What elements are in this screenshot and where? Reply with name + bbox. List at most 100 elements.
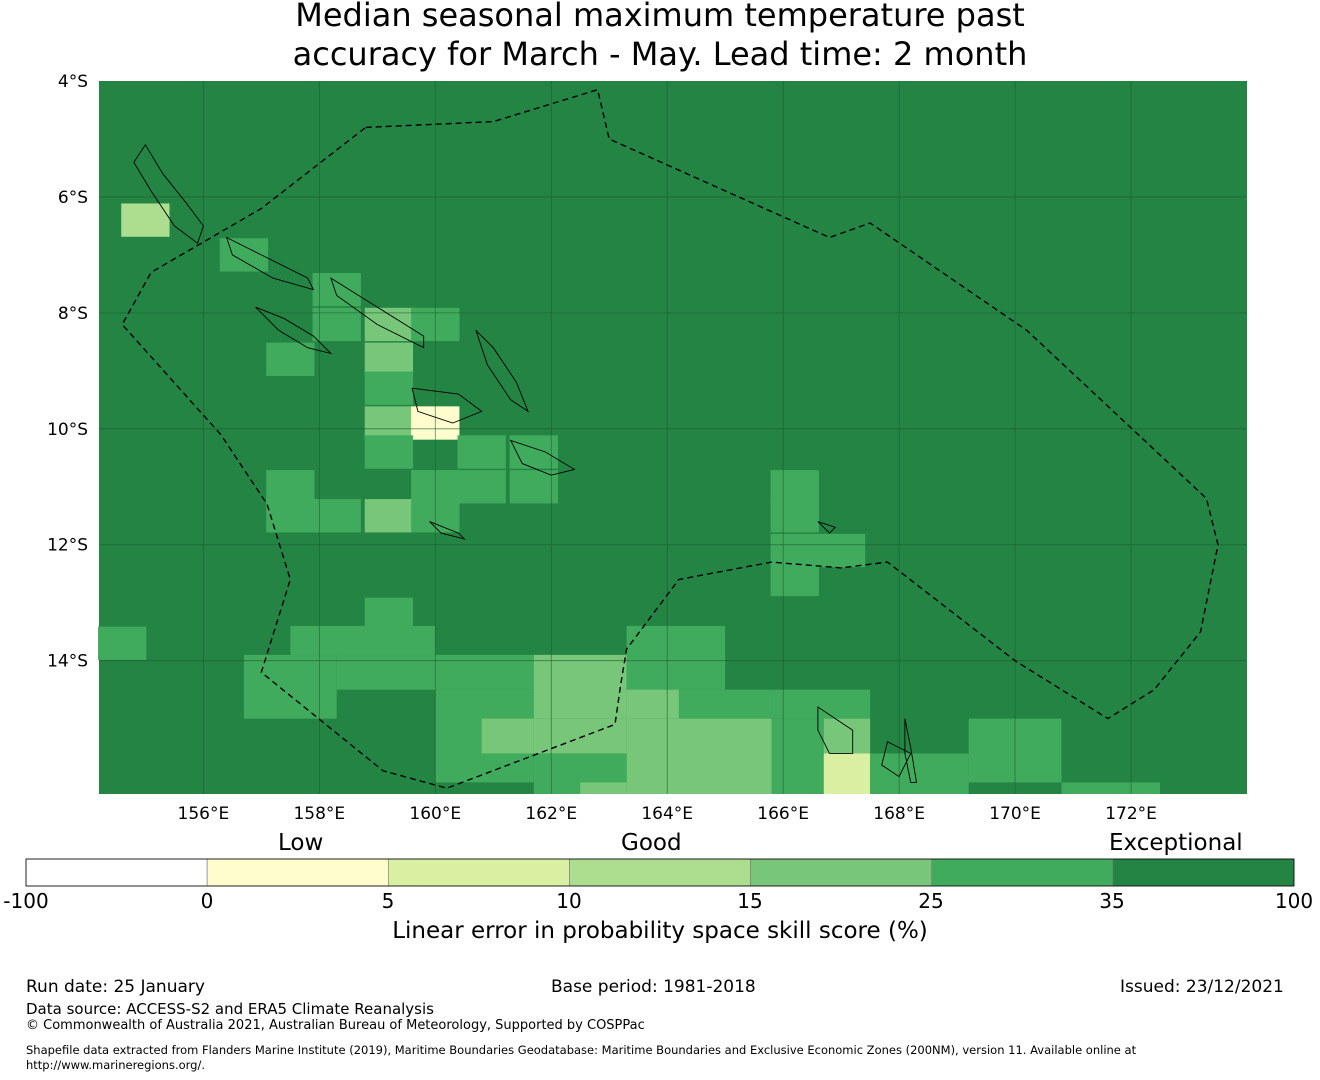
skill-region [626, 625, 726, 690]
longitude-labels: 156°E 158°E 160°E 162°E 164°E 166°E 168°E 170°E… [178, 804, 1157, 824]
colorbar-tick: -100 [3, 889, 49, 913]
map-title: Median seasonal maximum temperature past… [0, 0, 1320, 74]
colorbar-word-exceptional: Exceptional [1109, 830, 1243, 856]
island-outline [133, 143, 204, 245]
skill-cell [770, 499, 819, 533]
colorbar-word-good: Good [621, 830, 682, 856]
skill-region [580, 782, 627, 794]
latitude-label: 10°S [47, 420, 88, 440]
latitude-label: 6°S [58, 188, 88, 208]
skill-cell [364, 342, 414, 376]
skill-region [533, 718, 627, 754]
colorbar-segment [206, 858, 389, 887]
skill-cell [121, 203, 170, 237]
latitude-labels: 4°S 6°S 8°S 10°S 12°S 14°S [47, 72, 88, 672]
latitude-label: 12°S [47, 536, 88, 556]
island-outline [411, 387, 483, 424]
colorbar-label: Linear error in probability space skill … [392, 918, 928, 944]
skill-cell [266, 470, 315, 504]
island-outline [255, 306, 333, 355]
skill-cell [816, 533, 866, 568]
skill-region [771, 718, 824, 794]
copyright-notice: © Commonwealth of Australia 2021, Austra… [26, 1018, 645, 1033]
island-outline [225, 236, 315, 291]
skill-region [243, 654, 337, 719]
island-outline [817, 706, 854, 754]
skill-cell [770, 533, 819, 568]
skill-region [870, 753, 969, 794]
skill-cell [312, 307, 361, 342]
island-outline [429, 521, 466, 540]
skill-cell [364, 371, 414, 405]
colorbar-segment [569, 858, 751, 887]
skill-cell [457, 470, 506, 504]
latitude-label: 4°S [58, 72, 88, 92]
coastlines [133, 143, 918, 783]
skill-region [1061, 782, 1161, 794]
skill-cell [312, 499, 361, 533]
latitude-label: 14°S [47, 652, 88, 672]
base-period: Base period: 1981-2018 [551, 977, 756, 997]
skill-cell [770, 470, 819, 504]
map-title-line-2: accuracy for March - May. Lead time: 2 m… [292, 35, 1028, 73]
longitude-label: 158°E [293, 804, 345, 824]
longitude-label: 160°E [409, 804, 461, 824]
colorbar-segment [1112, 858, 1295, 887]
skill-region [626, 689, 679, 719]
run-date: Run date: 25 January [26, 977, 205, 997]
skill-region [771, 689, 871, 719]
shapefile-credit-line-1: Shapefile data extracted from Flanders M… [26, 1043, 1137, 1057]
skill-cell [266, 499, 315, 533]
colorbar-tick: 25 [918, 889, 944, 913]
skill-cell [457, 435, 506, 469]
graticule [99, 81, 1247, 794]
map-title-line-1: Median seasonal maximum temperature past [295, 0, 1025, 34]
island-outline [475, 329, 530, 413]
longitude-label: 168°E [873, 804, 925, 824]
skill-region [626, 718, 772, 794]
eez-boundary [121, 88, 1219, 789]
skill-cell [266, 342, 315, 376]
colorbar-segment [387, 858, 570, 887]
colorbar-tick: 15 [737, 889, 763, 913]
longitude-label: 164°E [641, 804, 693, 824]
skill-cell [219, 238, 269, 272]
colorbar-tick: 35 [1099, 889, 1125, 913]
longitude-label: 156°E [178, 804, 230, 824]
data-source: Data source: ACCESS-S2 and ERA5 Climate … [26, 1000, 434, 1018]
colorbar-segment [750, 858, 933, 887]
skill-cell [364, 499, 414, 533]
skill-region [481, 718, 534, 754]
island-outline [881, 741, 912, 778]
island-outline [904, 718, 918, 783]
colorbar-segment [25, 858, 208, 887]
skill-cell [364, 435, 414, 469]
longitude-label: 162°E [525, 804, 577, 824]
longitude-label: 172°E [1105, 804, 1157, 824]
skill-score-grid [98, 81, 1247, 794]
longitude-label: 166°E [757, 804, 809, 824]
colorbar-tick: 10 [556, 889, 582, 913]
skill-cell [364, 406, 414, 440]
skill-cell [364, 597, 414, 631]
colorbar-tick: 0 [200, 889, 214, 913]
skill-cell [509, 435, 558, 469]
skill-region [823, 718, 871, 754]
colorbar-segment [931, 858, 1114, 887]
colorbar-word-low: Low [278, 830, 324, 856]
skill-cell [770, 562, 819, 597]
skill-cell [312, 273, 361, 307]
colorbar-tick: 100 [1274, 889, 1314, 913]
colorbar-tick: 5 [381, 889, 395, 913]
island-outline [509, 439, 576, 476]
skill-region [290, 625, 436, 655]
shapefile-credit-line-2: http://www.marineregions.org/. [26, 1058, 205, 1072]
colorbar [25, 858, 1295, 887]
island-outline [330, 277, 425, 349]
issued-date: Issued: 23/12/2021 [1120, 977, 1284, 997]
skill-cell [509, 470, 558, 504]
island-outline [817, 521, 837, 534]
skill-cell [98, 626, 147, 660]
longitude-label: 170°E [989, 804, 1041, 824]
